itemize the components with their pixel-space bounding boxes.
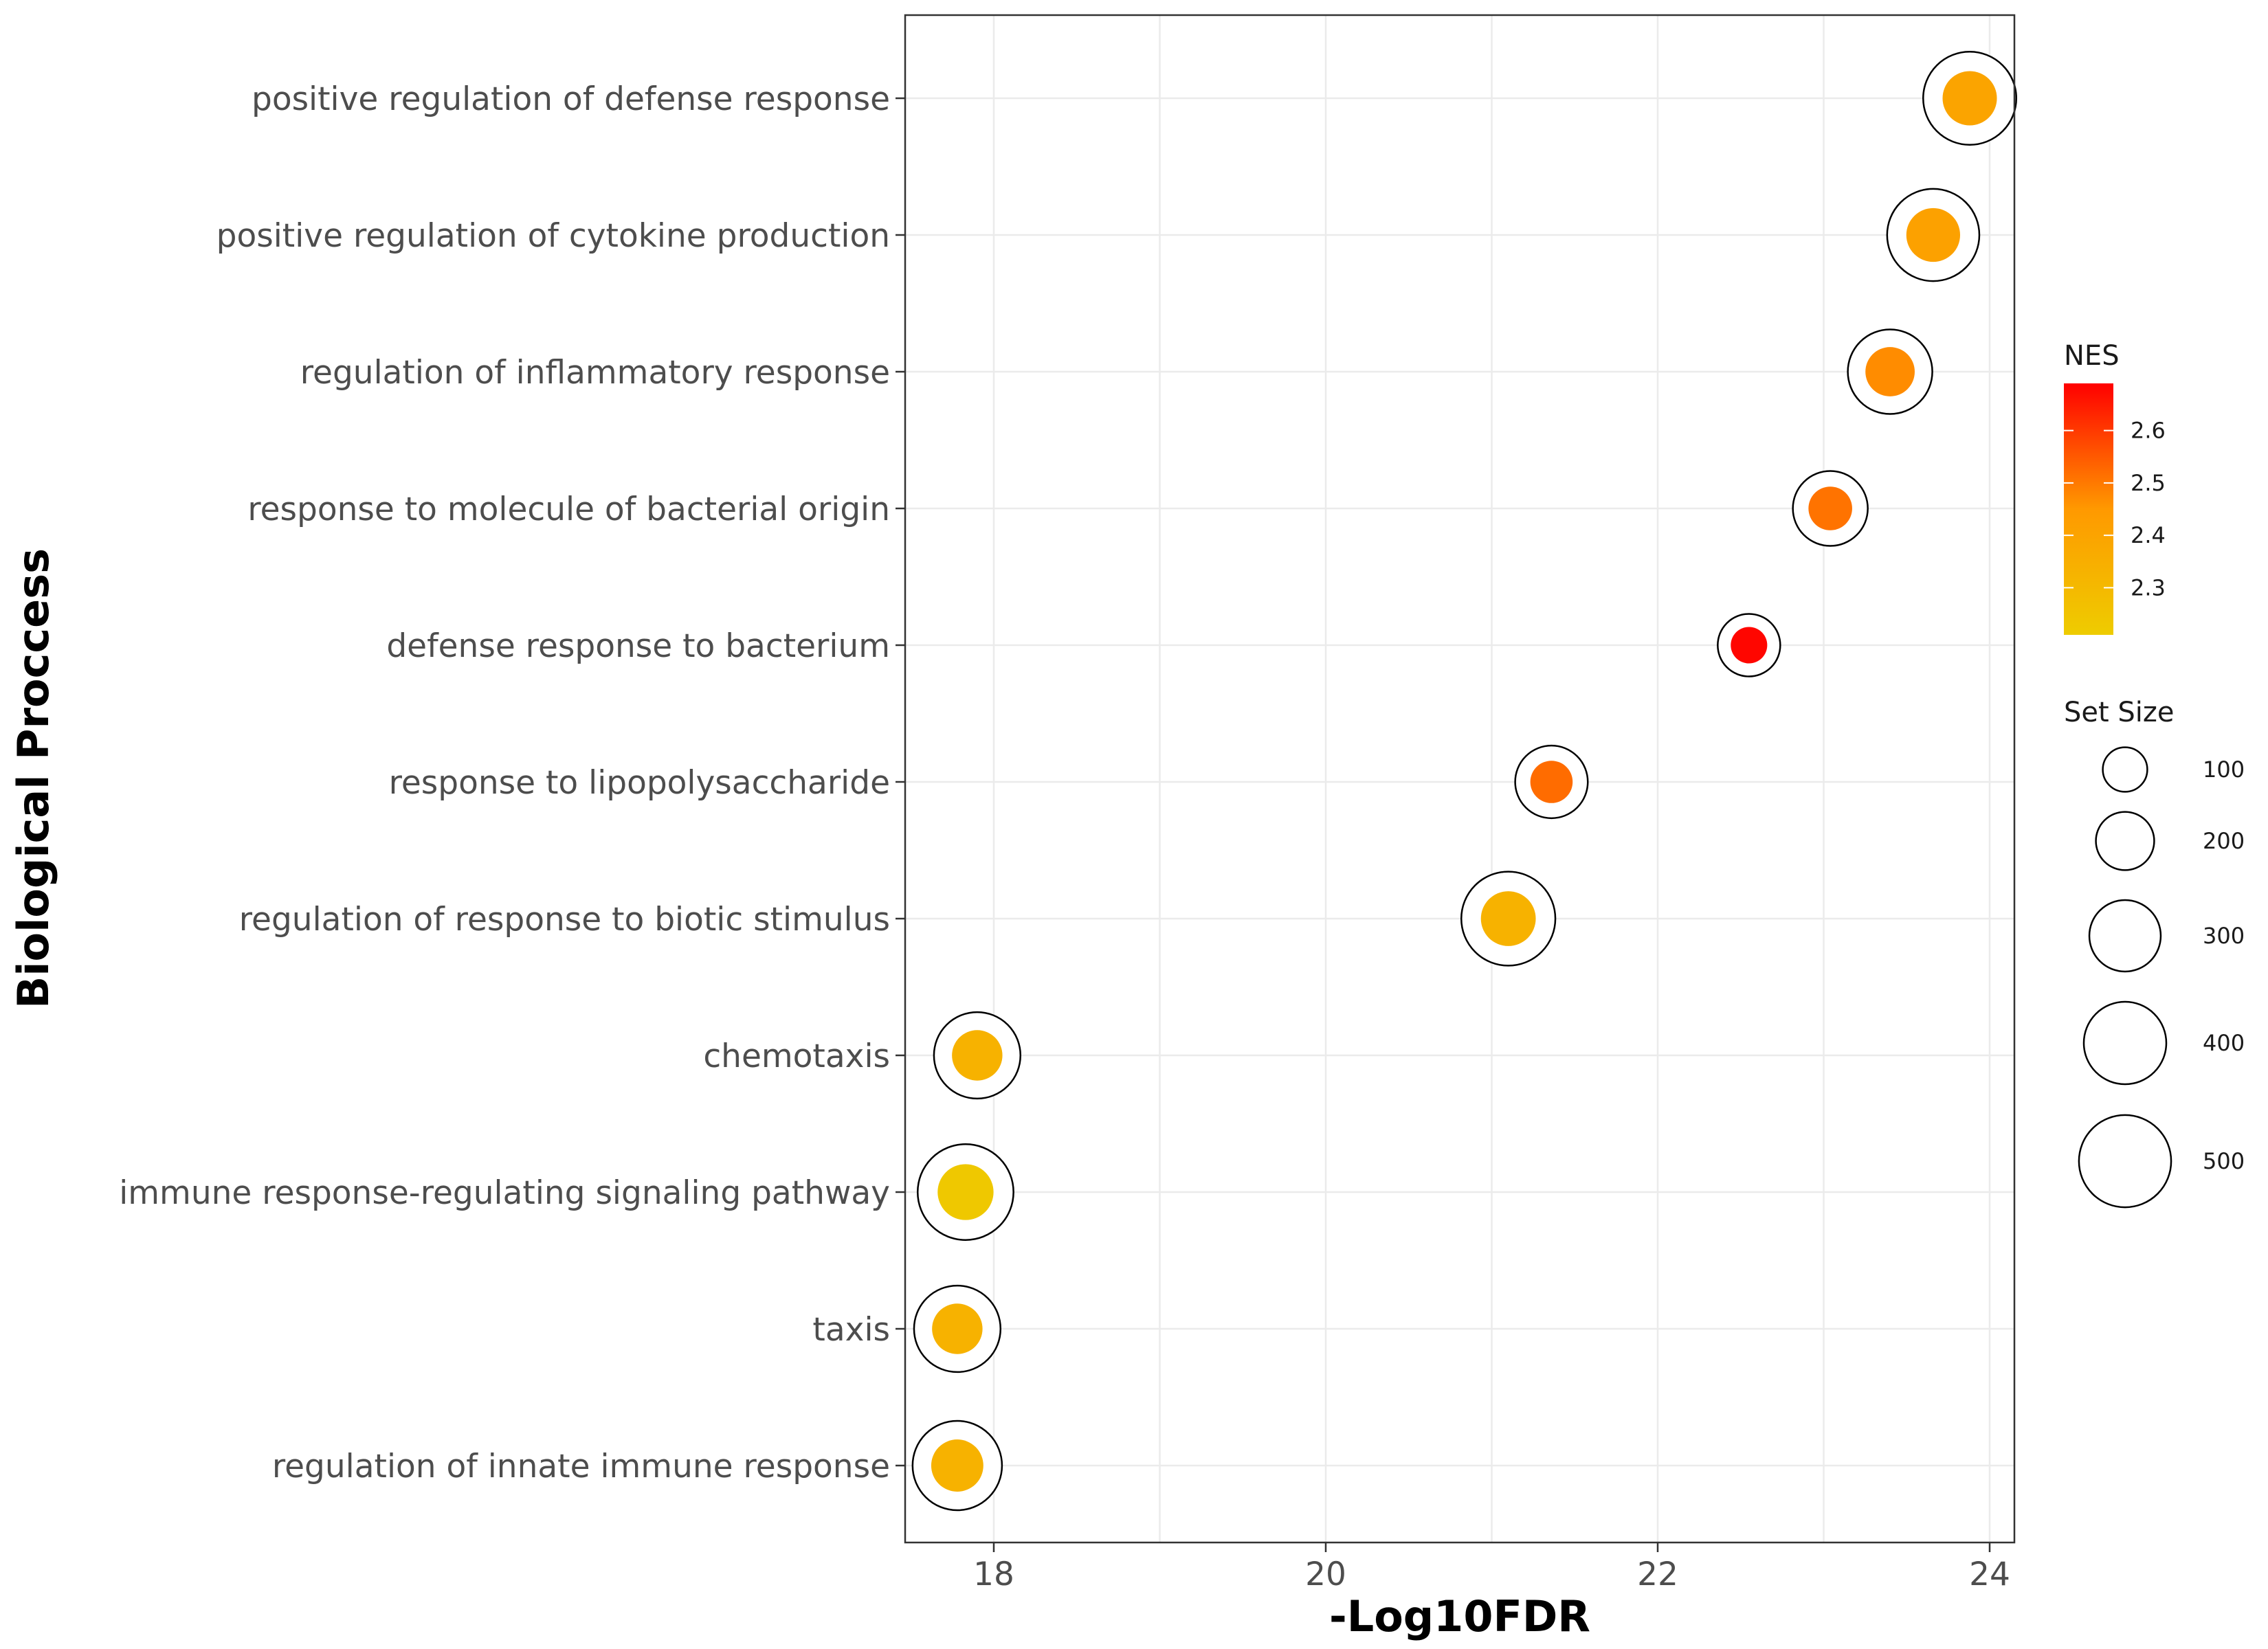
point-nes-dot (931, 1439, 983, 1492)
point-nes-dot (1865, 347, 1915, 396)
nes-tick-label: 2.3 (2131, 574, 2166, 601)
data-points (911, 51, 2018, 1512)
set-size-legend-circle (2095, 811, 2155, 871)
x-axis-title: -Log10FDR (1329, 1591, 1590, 1641)
y-tick-label: positive regulation of cytokine producti… (216, 217, 890, 255)
y-tick-label: regulation of innate immune response (272, 1448, 890, 1485)
x-tick-label: 24 (1969, 1556, 2010, 1593)
set-size-legend-label: 200 (2203, 828, 2245, 854)
x-tick-label: 20 (1305, 1556, 1346, 1593)
legend: NES 2.3 2.4 2.5 2.6 Set Size 100 200 300 400 50… (2064, 340, 2245, 1209)
y-tick-label: response to lipopolysaccharide (389, 764, 890, 802)
x-tick-label: 18 (973, 1556, 1014, 1593)
nes-legend-title: NES (2064, 340, 2120, 372)
set-size-legend-circle (2082, 1000, 2168, 1086)
point-nes-dot (1731, 627, 1768, 664)
nes-colorbar-ticks: 2.3 2.4 2.5 2.6 (2064, 418, 2166, 601)
y-tick-label: immune response-regulating signaling pat… (119, 1174, 890, 1212)
y-tick-label: defense response to bacterium (386, 627, 890, 665)
y-tick-label: positive regulation of defense response (252, 80, 890, 118)
set-size-legend-circle (2078, 1114, 2172, 1209)
nes-tick-label: 2.4 (2131, 522, 2166, 548)
set-size-legend-label: 400 (2203, 1030, 2245, 1056)
nes-colorbar (2064, 383, 2113, 635)
point-nes-dot (932, 1303, 983, 1354)
y-tick-label: regulation of inflammatory response (300, 354, 890, 392)
grid-lines (905, 15, 2014, 1543)
y-tick-label: regulation of response to biotic stimulu… (239, 901, 890, 939)
point-nes-dot (1480, 891, 1536, 946)
point-nes-dot (952, 1030, 1003, 1081)
set-size-legend-circle (2102, 746, 2148, 793)
x-tick-label: 22 (1637, 1556, 1678, 1593)
set-size-legend-label: 300 (2203, 923, 2245, 949)
set-size-legend-title: Set Size (2064, 697, 2175, 728)
y-tick-label: chemotaxis (703, 1037, 890, 1075)
nes-tick-label: 2.6 (2131, 418, 2166, 444)
y-axis-title: Biological Proccess (8, 548, 58, 1009)
point-nes-dot (1808, 486, 1852, 530)
set-size-legend-label: 500 (2203, 1148, 2245, 1174)
point-nes-dot (1942, 71, 1997, 126)
set-size-legend-items: 100 200 300 400 500 (2078, 746, 2245, 1209)
plot-panel-border (904, 14, 2016, 1544)
x-axis: 18 20 22 24 (973, 1543, 2010, 1593)
y-axis: positive regulation of defense response p… (119, 80, 905, 1485)
point-nes-dot (937, 1164, 994, 1220)
y-tick-label: response to molecule of bacterial origin (247, 491, 890, 528)
point-nes-dot (1906, 207, 1961, 262)
set-size-legend-label: 100 (2203, 756, 2245, 783)
y-tick-label: taxis (812, 1311, 890, 1349)
nes-tick-label: 2.5 (2131, 470, 2166, 496)
set-size-legend-circle (2088, 899, 2162, 973)
point-nes-dot (1530, 761, 1573, 803)
